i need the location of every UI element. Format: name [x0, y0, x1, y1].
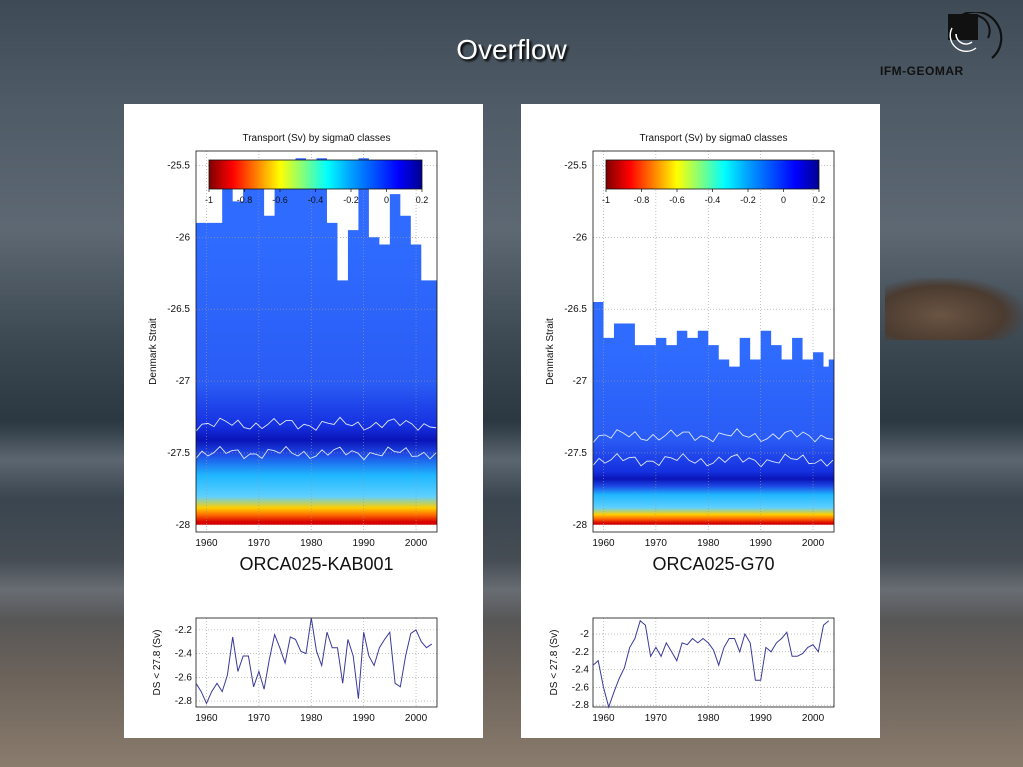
colorbar: [208, 159, 423, 190]
y-tick-label: -2.8: [572, 700, 590, 711]
y-tick-label: -28: [176, 520, 191, 531]
colorbar-tick-label: 0.2: [813, 195, 826, 205]
y-tick-label: -25.5: [167, 160, 190, 171]
x-tick-label: 1960: [195, 713, 218, 724]
slide-title: Overflow: [456, 34, 567, 65]
contour-line: [592, 428, 834, 443]
figure-svg-kab001: 1960 1970 1980 1990 2000 -25.5 -26 -26.5 -27 -27.…: [148, 133, 438, 724]
colorbar-tick-label: 0.2: [416, 195, 429, 205]
colorbar-tick-label: -0.8: [237, 195, 253, 205]
x-tick-label: 2000: [405, 713, 428, 724]
transport-series-line: [592, 619, 830, 709]
x-tick-label: 2000: [405, 538, 428, 549]
contour-line: [195, 445, 437, 461]
y-tick-label: -26: [176, 232, 191, 243]
heatmap-field: [196, 158, 437, 525]
y-tick-label: -25.5: [564, 160, 587, 171]
y-tick-label: -27.5: [564, 448, 587, 459]
x-tick-label: 1980: [300, 713, 323, 724]
y-tick-label: -2.8: [175, 696, 193, 707]
colorbar-tick-label: 0: [384, 195, 389, 205]
y-tick-label: -2: [580, 629, 589, 640]
contour-line: [592, 453, 834, 468]
figure-panel-g70: 1960 1970 1980 1990 2000 -25.5 -26 -26.5 -27 -27.…: [521, 104, 880, 738]
x-tick-label: 1990: [750, 713, 773, 724]
chart-title: Transport (Sv) by sigma0 classes: [242, 133, 390, 144]
y-tick-label: -2.6: [175, 672, 193, 683]
x-tick-label: 1970: [645, 713, 668, 724]
colorbar-tick-label: -0.6: [669, 195, 685, 205]
y-tick-label: -27: [573, 376, 588, 387]
logo-text: IFM-GEOMAR: [880, 64, 964, 78]
y-tick-label: -28: [573, 520, 588, 531]
heatmap-frame: [195, 150, 438, 533]
x-tick-label: 2000: [802, 713, 825, 724]
y-axis-label: DS < 27.8 (Sv): [152, 630, 163, 696]
colorbar-tick-label: -0.2: [740, 195, 756, 205]
colorbar-tick-label: -0.4: [308, 195, 324, 205]
ifm-geomar-logo: IFM-GEOMAR: [880, 10, 1010, 80]
transport-series-line: [195, 617, 433, 705]
model-caption: ORCA025-KAB001: [239, 554, 393, 574]
line-chart-frame: [592, 617, 835, 708]
x-tick-label: 1970: [248, 713, 271, 724]
heatmap-frame: [592, 150, 835, 533]
y-tick-label: -26: [573, 232, 588, 243]
x-tick-label: 1960: [592, 713, 615, 724]
colorbar-tick-label: 0: [781, 195, 786, 205]
line-chart-frame: [195, 617, 438, 708]
colorbar-tick-label: -0.2: [343, 195, 359, 205]
y-tick-label: -2.2: [572, 647, 590, 658]
colorbar-tick-label: -1: [205, 195, 213, 205]
y-tick-label: -2.4: [175, 649, 193, 660]
figure-svg-g70: 1960 1970 1980 1990 2000 -25.5 -26 -26.5 -27 -27.…: [545, 133, 835, 724]
y-tick-label: -2.2: [175, 625, 193, 636]
y-tick-label: -2.6: [572, 682, 590, 693]
y-axis-label: Denmark Strait: [545, 318, 556, 385]
colorbar-tick-label: -1: [602, 195, 610, 205]
y-tick-label: -27.5: [167, 448, 190, 459]
colorbar-tick-label: -0.6: [272, 195, 288, 205]
y-tick-label: -26.5: [564, 304, 587, 315]
figure-panel-kab001: 1960 1970 1980 1990 2000 -25.5 -26 -26.5 -27 -27.…: [124, 104, 483, 738]
contour-line: [195, 416, 437, 432]
heatmap-field: [593, 301, 834, 525]
x-tick-label: 1990: [353, 713, 376, 724]
colorbar: [605, 159, 820, 190]
x-tick-label: 1960: [195, 538, 218, 549]
x-tick-label: 1960: [592, 538, 615, 549]
background-rock: [885, 278, 1023, 340]
y-axis-label: Denmark Strait: [148, 318, 159, 385]
y-tick-label: -26.5: [167, 304, 190, 315]
x-tick-label: 1970: [248, 538, 271, 549]
colorbar-tick-label: -0.8: [634, 195, 650, 205]
x-tick-label: 1980: [697, 713, 720, 724]
y-tick-label: -2.4: [572, 665, 590, 676]
x-tick-label: 1980: [697, 538, 720, 549]
x-tick-label: 1990: [353, 538, 376, 549]
x-tick-label: 1970: [645, 538, 668, 549]
y-tick-label: -27: [176, 376, 191, 387]
x-tick-label: 2000: [802, 538, 825, 549]
x-tick-label: 1990: [750, 538, 773, 549]
colorbar-tick-label: -0.4: [705, 195, 721, 205]
model-caption: ORCA025-G70: [652, 554, 774, 574]
chart-title: Transport (Sv) by sigma0 classes: [639, 133, 787, 144]
y-axis-label: DS < 27.8 (Sv): [549, 630, 560, 696]
logo-mark-icon: [948, 10, 1003, 59]
x-tick-label: 1980: [300, 538, 323, 549]
